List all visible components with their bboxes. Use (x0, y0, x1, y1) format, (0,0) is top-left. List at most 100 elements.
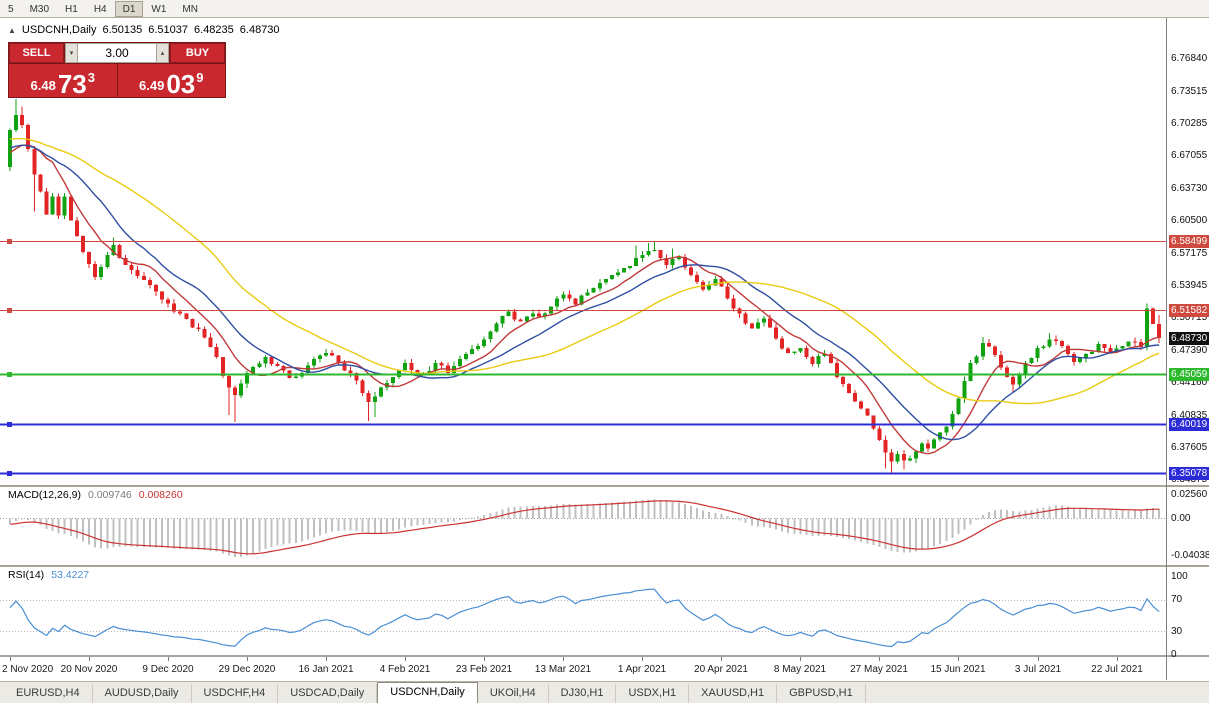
chart-window[interactable]: ▲ USDCNH,Daily 6.50135 6.51037 6.48235 6.4873… (0, 18, 1209, 681)
buy-button[interactable]: BUY (170, 43, 225, 63)
date-label: 2 Nov 2020 (2, 664, 54, 675)
hline-handle[interactable] (7, 308, 12, 313)
level-price-badge: 6.45059 (1169, 368, 1209, 381)
pane-splitter[interactable] (0, 485, 1209, 487)
price-axis-tick: 6.70285 (1171, 118, 1208, 129)
chart-tab-dj30[interactable]: DJ30,H1 (549, 684, 617, 703)
price-axis-tick: 6.53945 (1171, 280, 1208, 291)
timeframe-button-h4[interactable]: H4 (93, 3, 107, 15)
macd-axis-tick: 0.02560 (1171, 489, 1208, 500)
date-label: 8 May 2021 (773, 664, 827, 675)
date-label: 15 Jun 2021 (930, 664, 986, 675)
rsi-axis-tick: 0 (1171, 649, 1177, 660)
rsi-pane[interactable] (0, 567, 1166, 655)
price-axis-tick: 6.47390 (1171, 345, 1208, 356)
volume-stepper: ▾ ▴ (65, 43, 169, 63)
hline-handle[interactable] (7, 372, 12, 377)
date-tick (247, 657, 248, 661)
up-arrow-icon: ▴ (160, 50, 165, 57)
price-chart-pane[interactable] (0, 18, 1166, 485)
chart-tabs-bar: EURUSD,H4 AUDUSD,Daily USDCHF,H4 USDCAD,Dai… (0, 681, 1209, 703)
date-tick (405, 657, 406, 661)
chart-tab-audusd[interactable]: AUDUSD,Daily (93, 684, 192, 703)
date-tick (879, 657, 880, 661)
rsi-axis-tick: 30 (1171, 626, 1183, 637)
date-tick (326, 657, 327, 661)
level-price-badge: 6.58499 (1169, 235, 1209, 248)
volume-increase-button[interactable]: ▴ (156, 43, 169, 63)
chart-tab-ukoil[interactable]: UKOil,H4 (478, 684, 549, 703)
macd-pane[interactable] (0, 487, 1166, 565)
sell-button[interactable]: SELL (9, 43, 64, 63)
date-label: 20 Nov 2020 (60, 664, 118, 675)
chart-tab-usdcnh[interactable]: USDCNH,Daily (377, 682, 478, 703)
timeframe-button-m30[interactable]: M30 (29, 3, 50, 15)
volume-decrease-button[interactable]: ▾ (65, 43, 78, 63)
ma-16-line (9, 144, 1160, 441)
chart-tab-eurusd[interactable]: EURUSD,H4 (4, 684, 93, 703)
timeframe-button-d1[interactable]: D1 (114, 0, 144, 17)
price-axis-tick: 6.76840 (1171, 53, 1208, 64)
date-label: 3 Jul 2021 (1014, 664, 1062, 675)
timeframe-button-h1[interactable]: H1 (65, 3, 78, 15)
date-tick (1117, 657, 1118, 661)
sell-price-panel[interactable]: 6.48 73 3 (9, 64, 117, 97)
chart-tab-gbpusd[interactable]: GBPUSD,H1 (777, 684, 866, 703)
date-label: 20 Apr 2021 (694, 664, 748, 675)
chart-tab-usdcad[interactable]: USDCAD,Daily (278, 684, 378, 703)
rsi-line (9, 588, 1160, 648)
timeframe-toolbar: 5 M30 H1 H4 D1 W1 MN (0, 0, 1209, 18)
buy-price-panel[interactable]: 6.49 03 9 (117, 64, 225, 99)
down-arrow-icon: ▾ (69, 50, 74, 57)
timeframe-button-mn[interactable]: MN (182, 3, 198, 15)
timeframe-button-5[interactable]: 5 (8, 3, 14, 15)
hline-handle[interactable] (7, 239, 12, 244)
date-tick (10, 657, 11, 661)
price-axis-tick: 6.67055 (1171, 150, 1208, 161)
level-price-badge: 6.40019 (1169, 418, 1209, 431)
pane-splitter[interactable] (0, 565, 1209, 567)
date-label: 16 Jan 2021 (298, 664, 354, 675)
date-tick (1038, 657, 1039, 661)
volume-input[interactable] (78, 43, 156, 63)
quote-high: 6.51037 (148, 24, 189, 36)
macd-axis-tick: 0.00 (1171, 513, 1191, 524)
macd-label: MACD(12,26,9) (8, 489, 81, 501)
buy-price-prefix: 6.49 (139, 78, 165, 93)
level-price-badge: 6.51582 (1169, 304, 1209, 317)
buy-price-sup: 9 (196, 70, 204, 85)
timeframe-button-w1[interactable]: W1 (151, 3, 167, 15)
rsi-axis-tick: 70 (1171, 594, 1183, 605)
hline-handle[interactable] (7, 471, 12, 476)
hline-handle[interactable] (7, 422, 12, 427)
rsi-axis-tick: 100 (1171, 571, 1188, 582)
chart-tab-usdx[interactable]: USDX,H1 (616, 684, 690, 703)
date-tick (484, 657, 485, 661)
chart-tab-xauusd[interactable]: XAUUSD,H1 (689, 684, 778, 703)
date-tick (958, 657, 959, 661)
one-click-toggle-icon[interactable]: ▲ (8, 26, 16, 35)
date-tick (642, 657, 643, 661)
chart-tab-usdchf[interactable]: USDCHF,H4 (192, 684, 279, 703)
price-axis-tick: 6.40835 (1171, 410, 1208, 421)
price-axis-tick: 6.63730 (1171, 183, 1208, 194)
timeframe-buttons: 5 M30 H1 H4 D1 W1 MN (0, 0, 206, 17)
date-label: 1 Apr 2021 (617, 664, 667, 675)
sell-price-prefix: 6.48 (30, 78, 56, 93)
level-price-badge: 6.35078 (1169, 467, 1209, 480)
macd-main-value: 0.009746 (87, 489, 132, 501)
date-label: 29 Dec 2020 (218, 664, 276, 675)
rsi-header: RSI(14) 53.4227 (8, 569, 96, 581)
current-price-badge: 6.48730 (1169, 332, 1209, 345)
price-axis-tick: 6.37605 (1171, 442, 1208, 453)
quote-open: 6.50135 (102, 24, 143, 36)
date-label: 4 Feb 2021 (379, 664, 431, 675)
price-axis-tick: 6.44160 (1171, 377, 1208, 388)
buy-price-big: 03 (166, 68, 196, 99)
macd-axis-tick: -0.04038 (1171, 550, 1209, 561)
price-axis-tick: 6.73515 (1171, 86, 1208, 97)
date-tick (721, 657, 722, 661)
chart-symbol-label: USDCNH,Daily (21, 24, 97, 36)
trade-buttons-row: SELL ▾ ▴ BUY (9, 43, 225, 63)
pane-splitter[interactable] (0, 655, 1209, 657)
